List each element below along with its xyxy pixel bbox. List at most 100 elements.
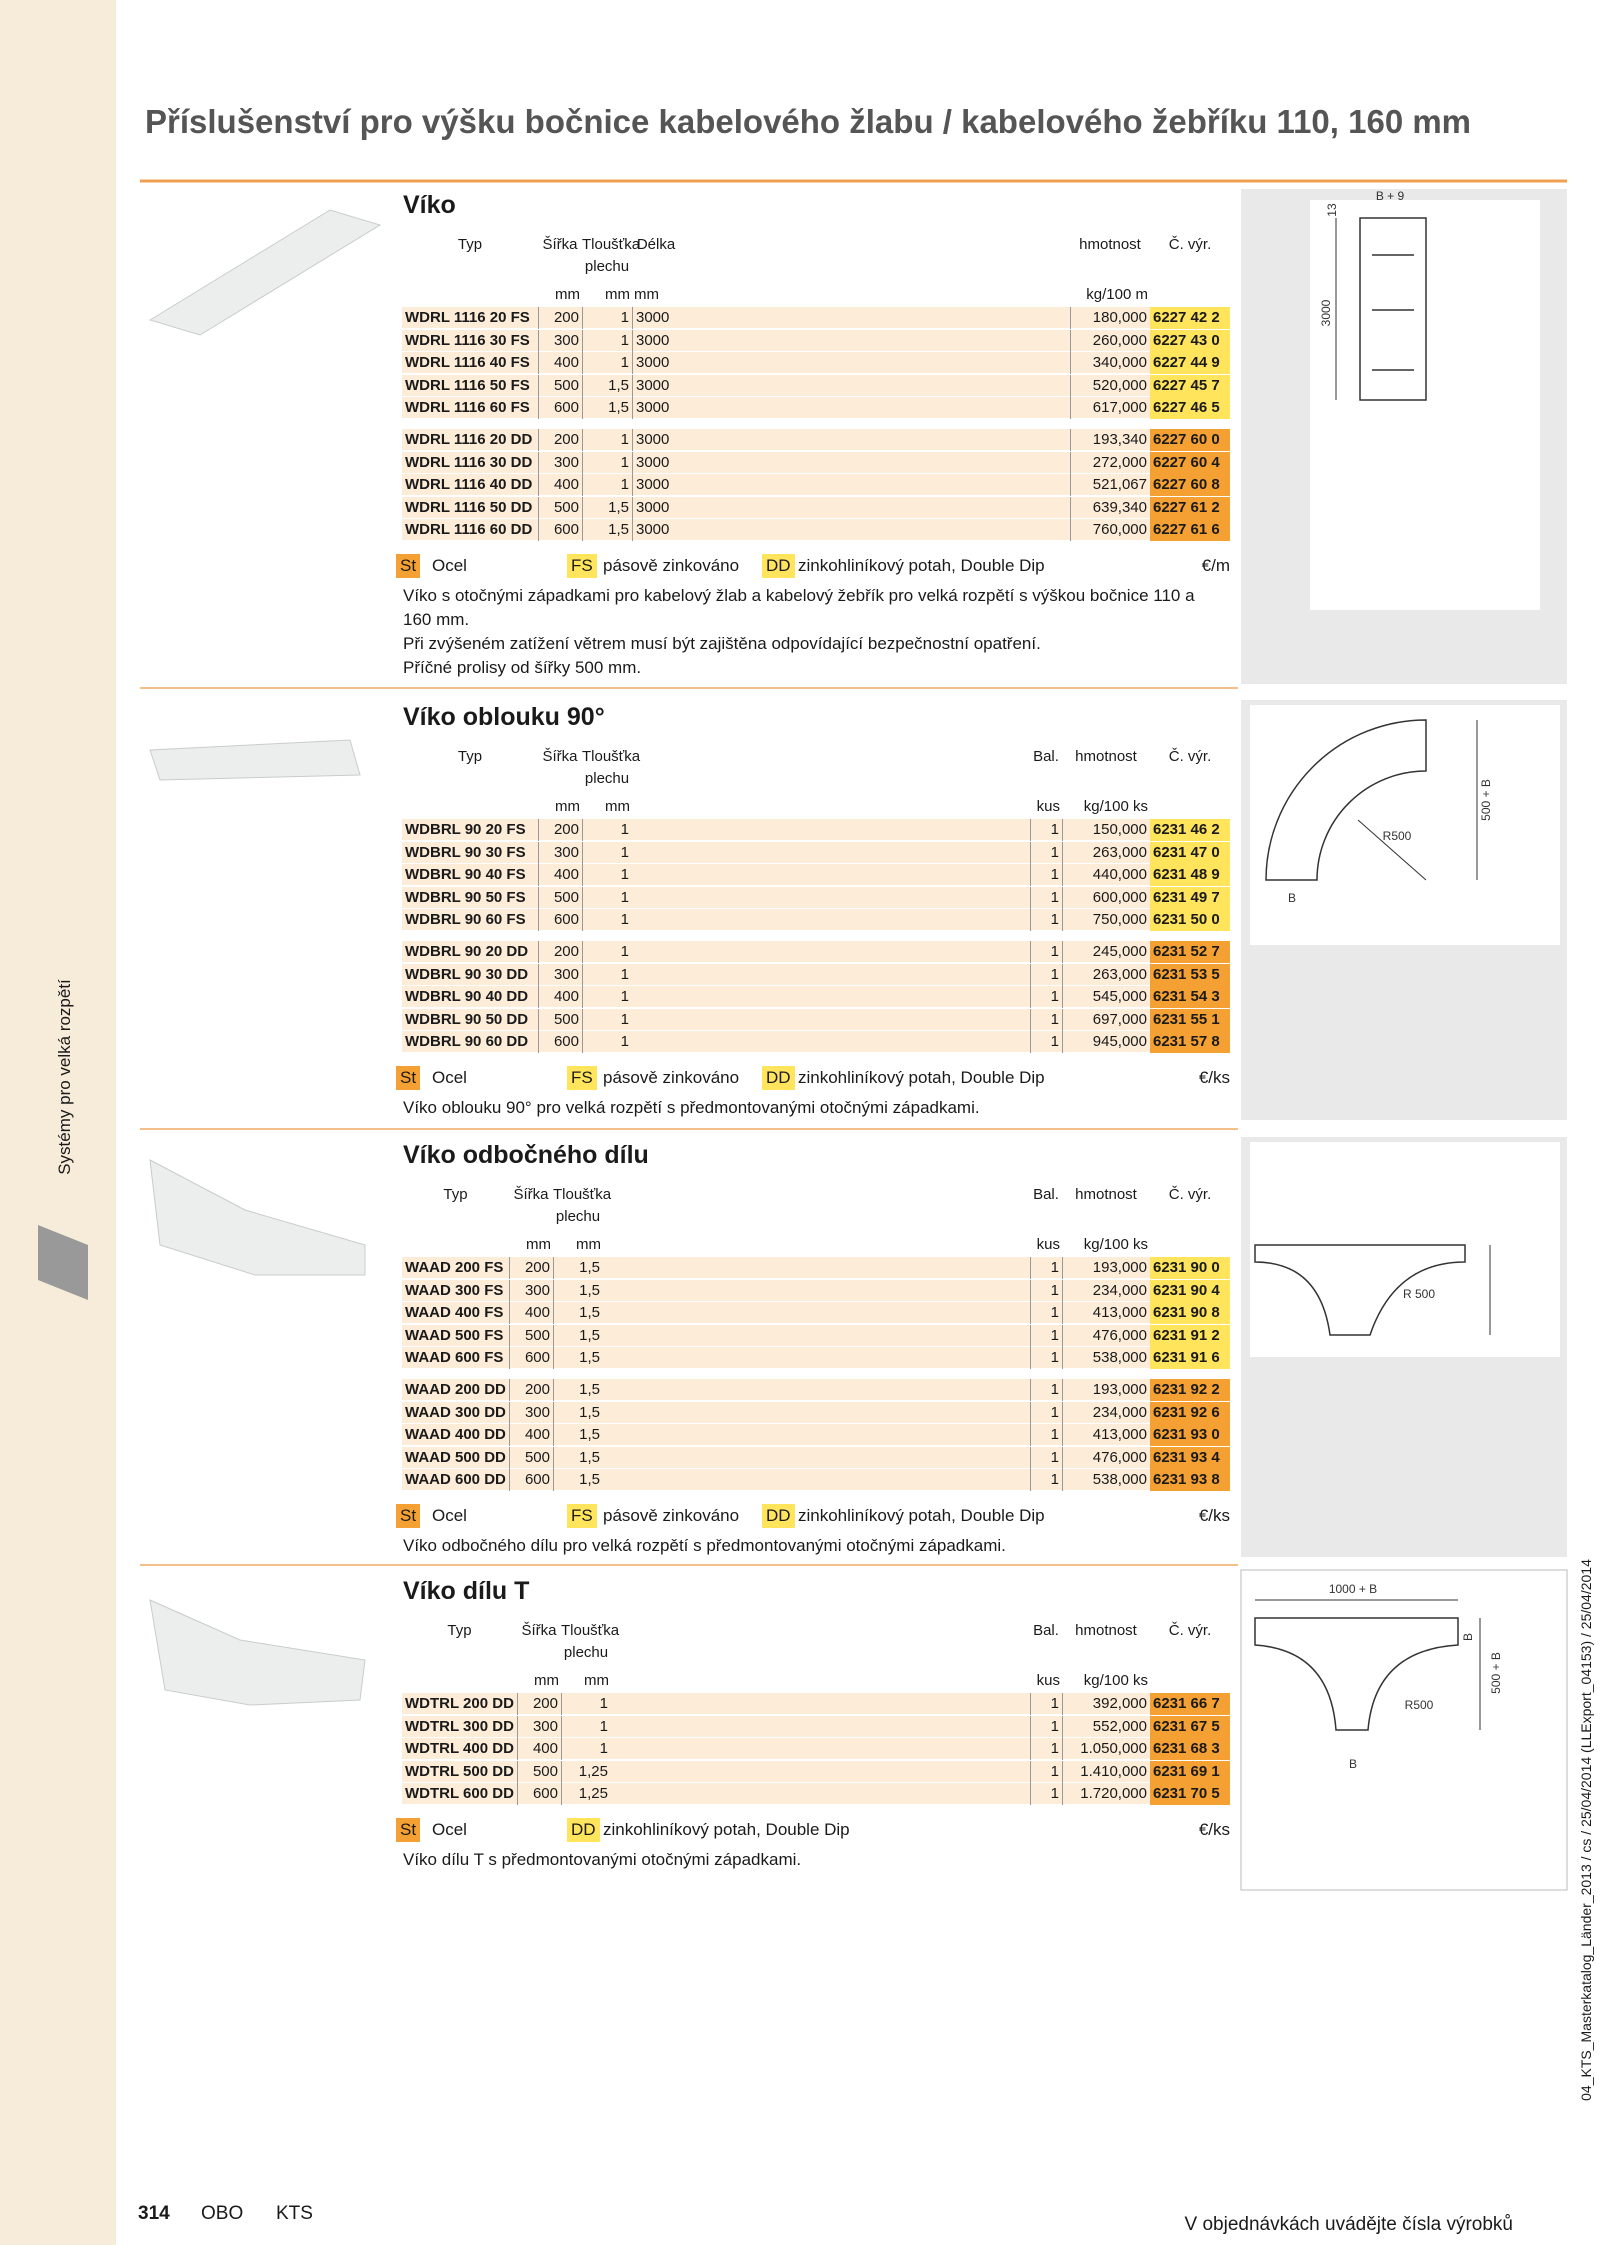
table-row — [402, 1469, 1230, 1492]
table-row — [402, 1446, 1230, 1469]
table-cell: 300 — [538, 329, 582, 352]
column-header: Šířka — [513, 1186, 549, 1203]
column-header: hmotnost — [1075, 748, 1137, 765]
table-cell: WDTRL 400 DD — [405, 1740, 514, 1758]
table-cell: 300 — [509, 1279, 553, 1302]
table-cell: 1 — [1030, 1031, 1062, 1054]
order-number: 6231 48 9 — [1150, 864, 1230, 887]
column-unit: mm — [576, 1236, 601, 1253]
column-header: Typ — [443, 1186, 468, 1203]
order-number: 6227 43 0 — [1150, 329, 1230, 352]
table-cell: 1 — [582, 986, 632, 1009]
order-number: 6231 90 0 — [1150, 1257, 1230, 1279]
table-cell: WDBRL 90 20 DD — [405, 943, 529, 960]
table-cell: WDRL 1116 60 DD — [405, 521, 533, 539]
order-number: 6231 67 5 — [1150, 1715, 1230, 1738]
table-cell: 3000 — [632, 397, 680, 420]
order-number: 6227 44 9 — [1150, 352, 1230, 375]
brand: OBO — [201, 2203, 244, 2224]
table-cell: 200 — [538, 429, 582, 451]
table-row — [402, 1279, 1230, 1302]
column-unit: kg/100 ks — [1083, 798, 1148, 815]
table-cell: 639,340 — [1070, 496, 1150, 519]
table-cell: 538,000 — [1062, 1347, 1150, 1370]
table-cell: 500 — [517, 1760, 561, 1783]
table-cell: 300 — [538, 963, 582, 986]
order-number: 6227 45 7 — [1150, 374, 1230, 397]
order-number: 6231 54 3 — [1150, 986, 1230, 1009]
column-header: Typ — [447, 1622, 472, 1639]
table-cell: 263,000 — [1062, 841, 1150, 864]
column-header: hmotnost — [1079, 236, 1141, 253]
column-header: Typ — [457, 236, 483, 253]
table-cell: 1 — [1030, 1760, 1062, 1783]
table-cell: 263,000 — [1062, 963, 1150, 986]
table-cell: 400 — [517, 1738, 561, 1761]
table-cell: 1 — [1030, 986, 1062, 1009]
table-cell: 234,000 — [1062, 1401, 1150, 1424]
order-number: 6227 46 5 — [1150, 397, 1230, 420]
table-cell: 1 — [582, 909, 632, 932]
legend-code: DD — [762, 1504, 795, 1528]
table-cell: 1 — [1030, 1469, 1062, 1492]
table-cell: 1,5 — [582, 496, 632, 519]
table-row — [402, 307, 1230, 329]
table-row — [402, 941, 1230, 963]
table-row — [402, 374, 1230, 397]
table-cell: 1,5 — [553, 1324, 603, 1347]
table-cell: 1,5 — [553, 1257, 603, 1279]
table-cell: WDBRL 90 20 FS — [405, 821, 526, 838]
table-cell: WAAD 600 FS — [405, 1349, 504, 1367]
table-cell: 1 — [561, 1693, 611, 1715]
table-cell: 1 — [561, 1715, 611, 1738]
order-number: 6231 90 8 — [1150, 1302, 1230, 1325]
description-line: Při zvýšeném zatížení větrem musí být za… — [403, 634, 1041, 653]
price-unit: €/m — [1201, 556, 1230, 575]
legend-code: DD — [762, 554, 795, 578]
table-cell: WAAD 500 FS — [405, 1326, 504, 1344]
table-cell: 1 — [582, 474, 632, 497]
order-number: 6227 60 8 — [1150, 474, 1230, 497]
table-cell: 520,000 — [1070, 374, 1150, 397]
table-cell: 180,000 — [1070, 307, 1150, 329]
table-cell: 245,000 — [1062, 941, 1150, 963]
section-title: Víko oblouku 90° — [403, 703, 605, 731]
table-cell: 400 — [538, 474, 582, 497]
table-cell: 1 — [582, 963, 632, 986]
column-unit: kg/100 ks — [1083, 1672, 1148, 1689]
price-unit: €/ks — [1198, 1820, 1230, 1839]
table-cell: 600 — [538, 519, 582, 542]
drawing-label: 1000 + B — [1329, 1582, 1377, 1596]
table-cell: 1 — [1030, 1446, 1062, 1469]
table-cell: 1,5 — [553, 1446, 603, 1469]
table-row — [402, 1347, 1230, 1370]
column-header: Typ — [457, 748, 483, 765]
table-cell: WDRL 1116 30 DD — [405, 453, 533, 471]
table-cell: 400 — [538, 986, 582, 1009]
description-line: Víko oblouku 90° pro velká rozpětí s pře… — [403, 1098, 980, 1117]
table-cell: WDTRL 500 DD — [405, 1762, 514, 1780]
table-row — [402, 1783, 1230, 1806]
table-cell: WDRL 1116 40 DD — [405, 476, 533, 494]
order-number: 6231 93 4 — [1150, 1446, 1230, 1469]
column-header: Bal. — [1033, 748, 1059, 765]
drawing-label: R500 — [1383, 829, 1412, 843]
table-cell: 3000 — [632, 496, 680, 519]
table-cell: 1 — [1030, 886, 1062, 909]
table-cell: WAAD 300 FS — [405, 1281, 504, 1299]
table-cell: 1,5 — [553, 1279, 603, 1302]
order-number: 6231 70 5 — [1150, 1783, 1230, 1806]
table-cell: 521,067 — [1070, 474, 1150, 497]
table-cell: 750,000 — [1062, 909, 1150, 932]
order-number: 6231 68 3 — [1150, 1738, 1230, 1761]
order-number: 6231 53 5 — [1150, 963, 1230, 986]
column-header: Délka — [636, 236, 676, 253]
table-cell: WDBRL 90 50 FS — [405, 888, 526, 906]
drawing-label: B — [1461, 1633, 1475, 1641]
table-cell: 1 — [1030, 963, 1062, 986]
table-cell: 1 — [582, 864, 632, 887]
order-number: 6231 66 7 — [1150, 1693, 1230, 1715]
section-title: Víko — [403, 191, 456, 219]
table-cell: WAAD 300 DD — [405, 1403, 506, 1421]
table-row — [402, 397, 1230, 420]
